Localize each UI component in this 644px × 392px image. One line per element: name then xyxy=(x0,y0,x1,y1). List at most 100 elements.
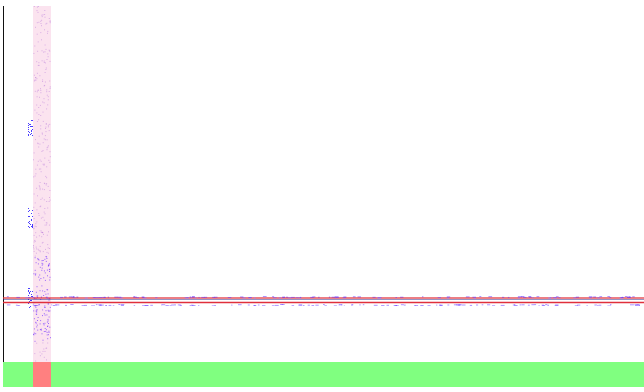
bottom-strip-marker xyxy=(33,362,51,387)
track-speckle xyxy=(519,304,522,306)
band-speckle xyxy=(33,218,35,220)
glyph-dot xyxy=(30,224,31,225)
band-speckle xyxy=(33,52,35,54)
band-speckle xyxy=(39,351,41,353)
glyph-dot xyxy=(31,294,32,295)
band-speckle xyxy=(49,20,51,22)
glyph-dot xyxy=(30,300,31,301)
band-speckle xyxy=(46,359,47,361)
band-speckle xyxy=(38,213,40,214)
band-speckle xyxy=(40,296,42,298)
band-speckle xyxy=(44,224,46,226)
track-speckle xyxy=(328,296,331,298)
band-speckle xyxy=(40,160,42,162)
track-speckle xyxy=(119,297,123,299)
band-speckle xyxy=(46,222,48,224)
band-speckle xyxy=(47,318,49,320)
band-speckle xyxy=(35,306,37,308)
track-speckle xyxy=(336,297,339,298)
track-speckle xyxy=(538,305,540,306)
band-speckle xyxy=(33,228,35,230)
track-speckle xyxy=(98,305,102,306)
glyph-dot xyxy=(31,131,32,132)
band-speckle xyxy=(43,324,45,326)
glyph-dot xyxy=(29,216,30,217)
band-speckle xyxy=(46,234,48,236)
track-speckle xyxy=(98,304,102,306)
band-speckle xyxy=(40,230,42,232)
glyph-dot xyxy=(29,221,30,222)
track-speckle xyxy=(60,296,63,298)
track-speckle xyxy=(303,305,305,306)
band-speckle xyxy=(46,22,48,24)
track-speckle xyxy=(458,304,462,306)
band-speckle xyxy=(33,159,34,161)
band-speckle xyxy=(44,14,46,15)
band-speckle xyxy=(45,175,47,177)
track-speckle xyxy=(343,296,347,298)
track-speckle xyxy=(517,296,521,298)
track-speckle xyxy=(386,304,389,306)
band-speckle xyxy=(45,128,46,129)
track-speckle xyxy=(634,304,638,306)
band-speckle xyxy=(33,250,35,252)
band-speckle xyxy=(34,240,36,242)
band-speckle xyxy=(36,309,38,311)
track-speckle xyxy=(456,304,460,306)
track-speckle xyxy=(253,305,257,306)
track-speckle xyxy=(342,297,347,299)
glyph-dot xyxy=(30,126,31,127)
track-speckle xyxy=(594,304,597,306)
track-speckle xyxy=(117,296,122,298)
speckle-cluster-icon xyxy=(28,208,33,228)
track-speckle xyxy=(231,304,233,306)
band-speckle xyxy=(46,331,48,333)
track-speckle xyxy=(133,296,137,298)
band-speckle xyxy=(47,247,49,249)
track-speckle xyxy=(507,296,510,298)
band-speckle xyxy=(41,39,42,41)
band-speckle xyxy=(38,135,40,137)
track-speckle xyxy=(632,296,635,298)
track-speckle xyxy=(273,297,277,299)
band-speckle xyxy=(46,147,48,149)
band-speckle xyxy=(35,246,37,248)
band-speckle xyxy=(41,231,43,233)
band-speckle xyxy=(35,333,37,335)
band-speckle xyxy=(34,175,36,177)
band-speckle xyxy=(39,206,41,208)
band-speckle xyxy=(35,26,36,28)
band-speckle xyxy=(46,108,48,110)
track-speckle xyxy=(46,297,49,299)
band-speckle xyxy=(33,241,35,243)
track-speckle xyxy=(310,296,313,298)
band-speckle xyxy=(37,11,39,13)
band-speckle xyxy=(34,45,36,47)
track-speckle xyxy=(334,297,337,299)
track-speckle xyxy=(65,304,67,306)
track-speckle xyxy=(191,305,196,306)
glyph-dot xyxy=(28,295,29,296)
track-speckle xyxy=(282,296,286,298)
band-speckle xyxy=(46,183,48,185)
band-speckle xyxy=(33,328,35,330)
band-speckle xyxy=(48,91,50,92)
track-speckle xyxy=(599,296,603,298)
band-speckle xyxy=(50,337,51,339)
glyph-dot xyxy=(32,129,33,130)
band-speckle xyxy=(46,89,48,91)
track-speckle xyxy=(120,304,125,306)
band-speckle xyxy=(46,289,48,291)
band-speckle xyxy=(38,168,40,170)
glyph-dot xyxy=(31,120,32,121)
band-speckle xyxy=(35,298,37,300)
band-speckle xyxy=(41,14,43,16)
band-speckle xyxy=(44,213,46,215)
band-speckle xyxy=(49,80,51,82)
band-speckle xyxy=(49,22,51,24)
band-speckle xyxy=(43,219,45,221)
glyph-dot xyxy=(32,135,33,136)
band-speckle xyxy=(42,339,44,341)
glyph-dot xyxy=(30,124,31,125)
band-speckle xyxy=(46,321,48,323)
